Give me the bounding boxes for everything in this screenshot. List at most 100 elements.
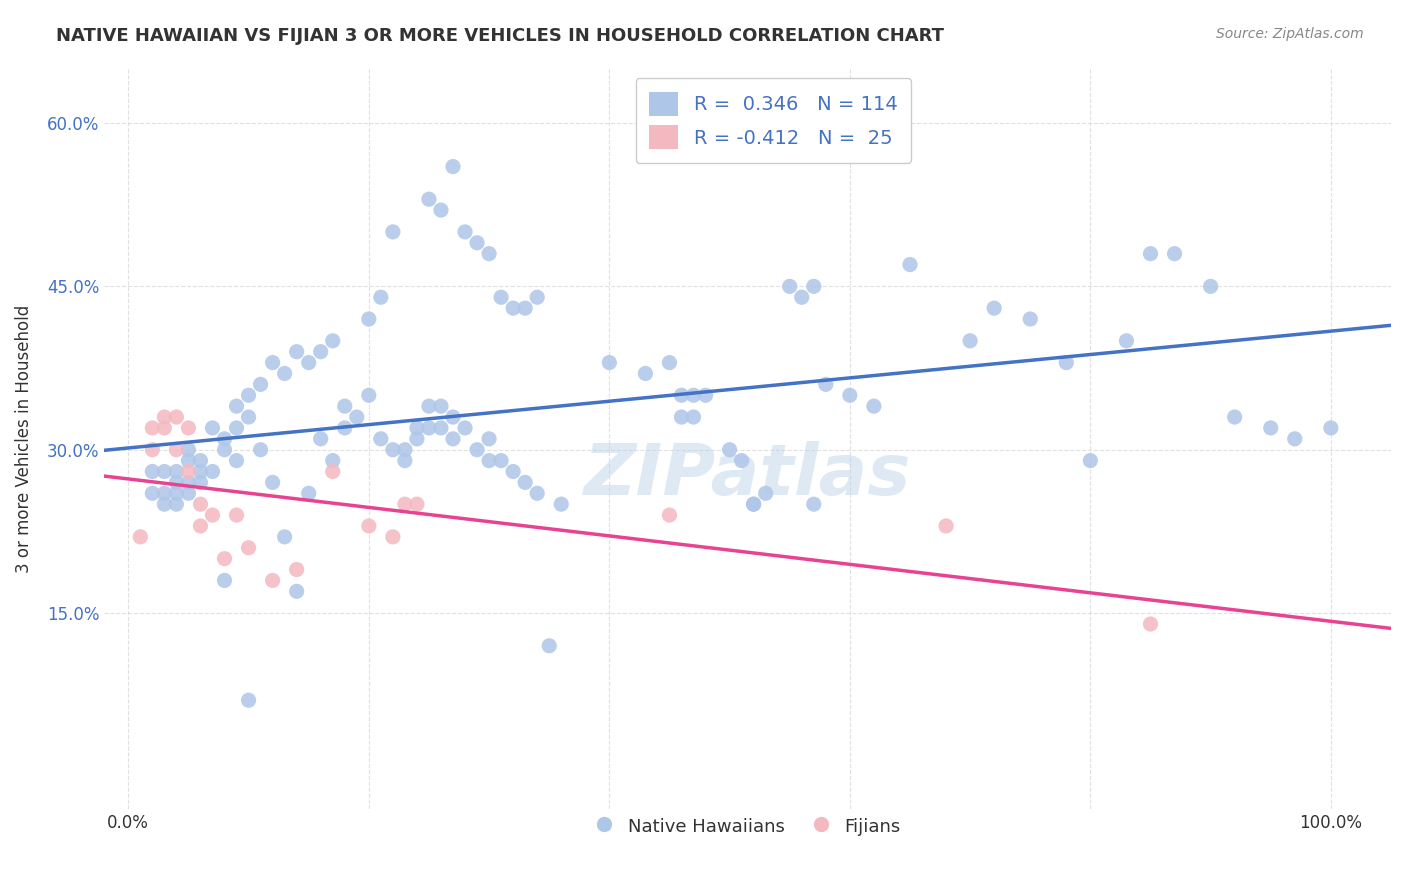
Point (141, 442, 163, 457)
Point (502, 301, 524, 315)
Point (430, 421, 453, 435)
Point (225, 399, 247, 413)
Point (262, 355, 284, 369)
Point (454, 225, 477, 239)
Legend: Native Hawaiians, Fijians: Native Hawaiians, Fijians (586, 808, 910, 845)
Point (695, 388, 717, 402)
Point (779, 279, 801, 293)
Point (550, 497, 572, 511)
Point (430, 203, 453, 218)
Point (730, 453, 752, 467)
Point (682, 410, 704, 425)
Point (141, 421, 163, 435)
Point (285, 584, 308, 599)
Point (214, 574, 236, 588)
Text: Source: ZipAtlas.com: Source: ZipAtlas.com (1216, 27, 1364, 41)
Point (1320, 421, 1343, 435)
Point (153, 486, 176, 500)
Point (526, 486, 548, 500)
Point (1260, 421, 1282, 435)
Point (682, 388, 704, 402)
Point (153, 410, 176, 425)
Point (478, 246, 501, 260)
Point (225, 508, 247, 522)
Point (165, 465, 187, 479)
Text: ZIPatlas: ZIPatlas (583, 442, 911, 510)
Point (898, 258, 921, 272)
Point (153, 465, 176, 479)
Point (346, 410, 368, 425)
Point (165, 497, 187, 511)
Point (177, 453, 200, 467)
Point (357, 519, 380, 533)
Point (935, 519, 957, 533)
Point (1115, 334, 1137, 348)
Point (381, 442, 404, 457)
Point (790, 290, 813, 304)
Point (489, 453, 512, 467)
Point (225, 421, 247, 435)
Point (190, 497, 212, 511)
Point (201, 421, 224, 435)
Point (598, 355, 620, 369)
Point (165, 486, 187, 500)
Point (1019, 312, 1042, 326)
Point (814, 377, 837, 392)
Point (406, 432, 429, 446)
Point (238, 693, 260, 707)
Point (165, 410, 187, 425)
Point (214, 432, 236, 446)
Point (333, 399, 356, 413)
Point (190, 465, 212, 479)
Point (803, 279, 825, 293)
Point (634, 367, 657, 381)
Point (285, 344, 308, 359)
Point (742, 497, 765, 511)
Point (430, 399, 453, 413)
Point (273, 530, 295, 544)
Point (394, 453, 416, 467)
Point (838, 388, 860, 402)
Point (153, 421, 176, 435)
Point (502, 465, 524, 479)
Point (190, 453, 212, 467)
Point (406, 497, 429, 511)
Point (177, 475, 200, 490)
Point (165, 442, 187, 457)
Point (671, 388, 693, 402)
Point (755, 486, 778, 500)
Point (298, 355, 321, 369)
Point (1139, 617, 1161, 632)
Point (214, 442, 236, 457)
Point (153, 497, 176, 511)
Point (863, 399, 886, 413)
Point (1080, 453, 1102, 467)
Point (671, 410, 693, 425)
Point (225, 453, 247, 467)
Point (285, 562, 308, 576)
Point (214, 551, 236, 566)
Point (177, 465, 200, 479)
Y-axis label: 3 or more Vehicles in Household: 3 or more Vehicles in Household (15, 305, 32, 573)
Point (238, 410, 260, 425)
Point (406, 421, 429, 435)
Point (201, 508, 224, 522)
Text: NATIVE HAWAIIAN VS FIJIAN 3 OR MORE VEHICLES IN HOUSEHOLD CORRELATION CHART: NATIVE HAWAIIAN VS FIJIAN 3 OR MORE VEHI… (56, 27, 945, 45)
Point (418, 399, 440, 413)
Point (538, 639, 561, 653)
Point (959, 334, 981, 348)
Point (1163, 246, 1185, 260)
Point (381, 225, 404, 239)
Point (177, 421, 200, 435)
Point (418, 421, 440, 435)
Point (309, 344, 332, 359)
Point (273, 367, 295, 381)
Point (465, 235, 488, 250)
Point (1199, 279, 1222, 293)
Point (515, 475, 537, 490)
Point (333, 421, 356, 435)
Point (249, 377, 271, 392)
Point (394, 442, 416, 457)
Point (1284, 432, 1306, 446)
Point (177, 442, 200, 457)
